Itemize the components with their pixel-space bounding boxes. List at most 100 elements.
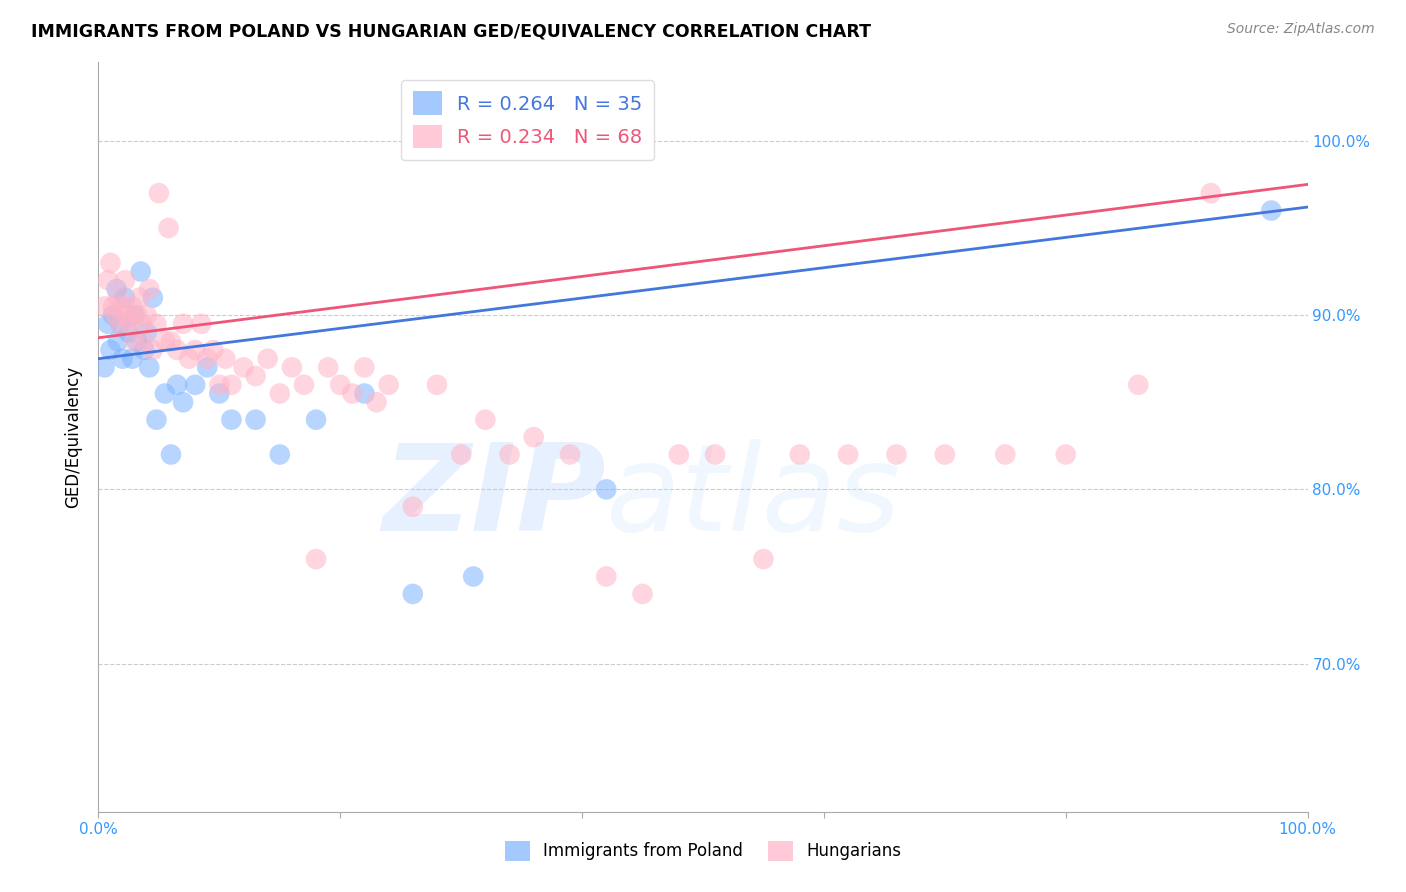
Point <box>426 377 449 392</box>
Point <box>142 343 165 357</box>
Text: atlas: atlas <box>606 439 901 556</box>
Point <box>148 186 170 201</box>
Point <box>498 448 520 462</box>
Point <box>157 221 180 235</box>
Point <box>402 587 425 601</box>
Point <box>179 351 201 366</box>
Text: IMMIGRANTS FROM POLAND VS HUNGARIAN GED/EQUIVALENCY CORRELATION CHART: IMMIGRANTS FROM POLAND VS HUNGARIAN GED/… <box>31 22 870 40</box>
Point <box>256 351 278 366</box>
Point <box>128 291 150 305</box>
Point <box>153 334 176 349</box>
Point <box>114 273 136 287</box>
Point <box>134 334 156 349</box>
Point <box>108 317 131 331</box>
Point <box>305 552 328 566</box>
Point <box>145 317 167 331</box>
Text: Source: ZipAtlas.com: Source: ZipAtlas.com <box>1227 22 1375 37</box>
Point <box>704 448 727 462</box>
Point <box>631 587 654 601</box>
Legend: R = 0.264   N = 35, R = 0.234   N = 68: R = 0.264 N = 35, R = 0.234 N = 68 <box>401 79 654 161</box>
Point <box>97 317 120 331</box>
Point <box>101 308 124 322</box>
Point <box>402 500 425 514</box>
Point <box>292 377 315 392</box>
Point <box>221 377 243 392</box>
Point <box>127 308 149 322</box>
Point <box>1199 186 1222 201</box>
Point <box>160 448 183 462</box>
Point <box>93 360 115 375</box>
Point <box>1054 448 1077 462</box>
Point <box>145 412 167 426</box>
Point <box>1260 203 1282 218</box>
Point <box>214 351 236 366</box>
Point <box>142 291 165 305</box>
Point <box>121 351 143 366</box>
Point <box>172 395 194 409</box>
Point <box>107 334 129 349</box>
Point <box>93 299 115 313</box>
Point <box>131 317 153 331</box>
Text: ZIP: ZIP <box>382 439 606 556</box>
Point <box>129 264 152 278</box>
Point <box>208 377 231 392</box>
Point <box>450 448 472 462</box>
Point <box>208 386 231 401</box>
Point <box>474 412 496 426</box>
Point <box>153 386 176 401</box>
Point <box>668 448 690 462</box>
Point <box>111 351 134 366</box>
Point <box>463 569 485 583</box>
Point <box>202 343 225 357</box>
Point <box>377 377 399 392</box>
Point <box>269 386 291 401</box>
Point <box>124 334 146 349</box>
Point <box>190 317 212 331</box>
Point <box>138 360 160 375</box>
Point <box>104 308 127 322</box>
Point <box>117 308 139 322</box>
Point <box>118 317 141 331</box>
Point <box>121 299 143 313</box>
Point <box>789 448 811 462</box>
Point <box>886 448 908 462</box>
Point <box>281 360 304 375</box>
Point <box>97 273 120 287</box>
Point <box>595 569 617 583</box>
Point <box>994 448 1017 462</box>
Point <box>195 351 218 366</box>
Point <box>105 282 128 296</box>
Point <box>752 552 775 566</box>
Point <box>135 308 157 322</box>
Point <box>342 386 364 401</box>
Point <box>127 334 149 349</box>
Point <box>160 334 183 349</box>
Point <box>135 326 157 340</box>
Point <box>316 360 339 375</box>
Point <box>107 291 129 305</box>
Point <box>184 343 207 357</box>
Point <box>934 448 956 462</box>
Point <box>595 483 617 497</box>
Point <box>1128 377 1150 392</box>
Point <box>111 299 134 313</box>
Point <box>366 395 388 409</box>
Point <box>353 360 375 375</box>
Y-axis label: GED/Equivalency: GED/Equivalency <box>65 366 83 508</box>
Point <box>523 430 546 444</box>
Legend: Immigrants from Poland, Hungarians: Immigrants from Poland, Hungarians <box>498 834 908 868</box>
Point <box>138 282 160 296</box>
Point <box>108 317 131 331</box>
Point <box>837 448 859 462</box>
Point <box>353 386 375 401</box>
Point <box>166 377 188 392</box>
Point <box>114 291 136 305</box>
Point <box>166 343 188 357</box>
Point <box>100 343 122 357</box>
Point <box>245 369 267 384</box>
Point <box>329 377 352 392</box>
Point <box>118 326 141 340</box>
Point <box>269 448 291 462</box>
Point <box>232 360 254 375</box>
Point <box>558 448 581 462</box>
